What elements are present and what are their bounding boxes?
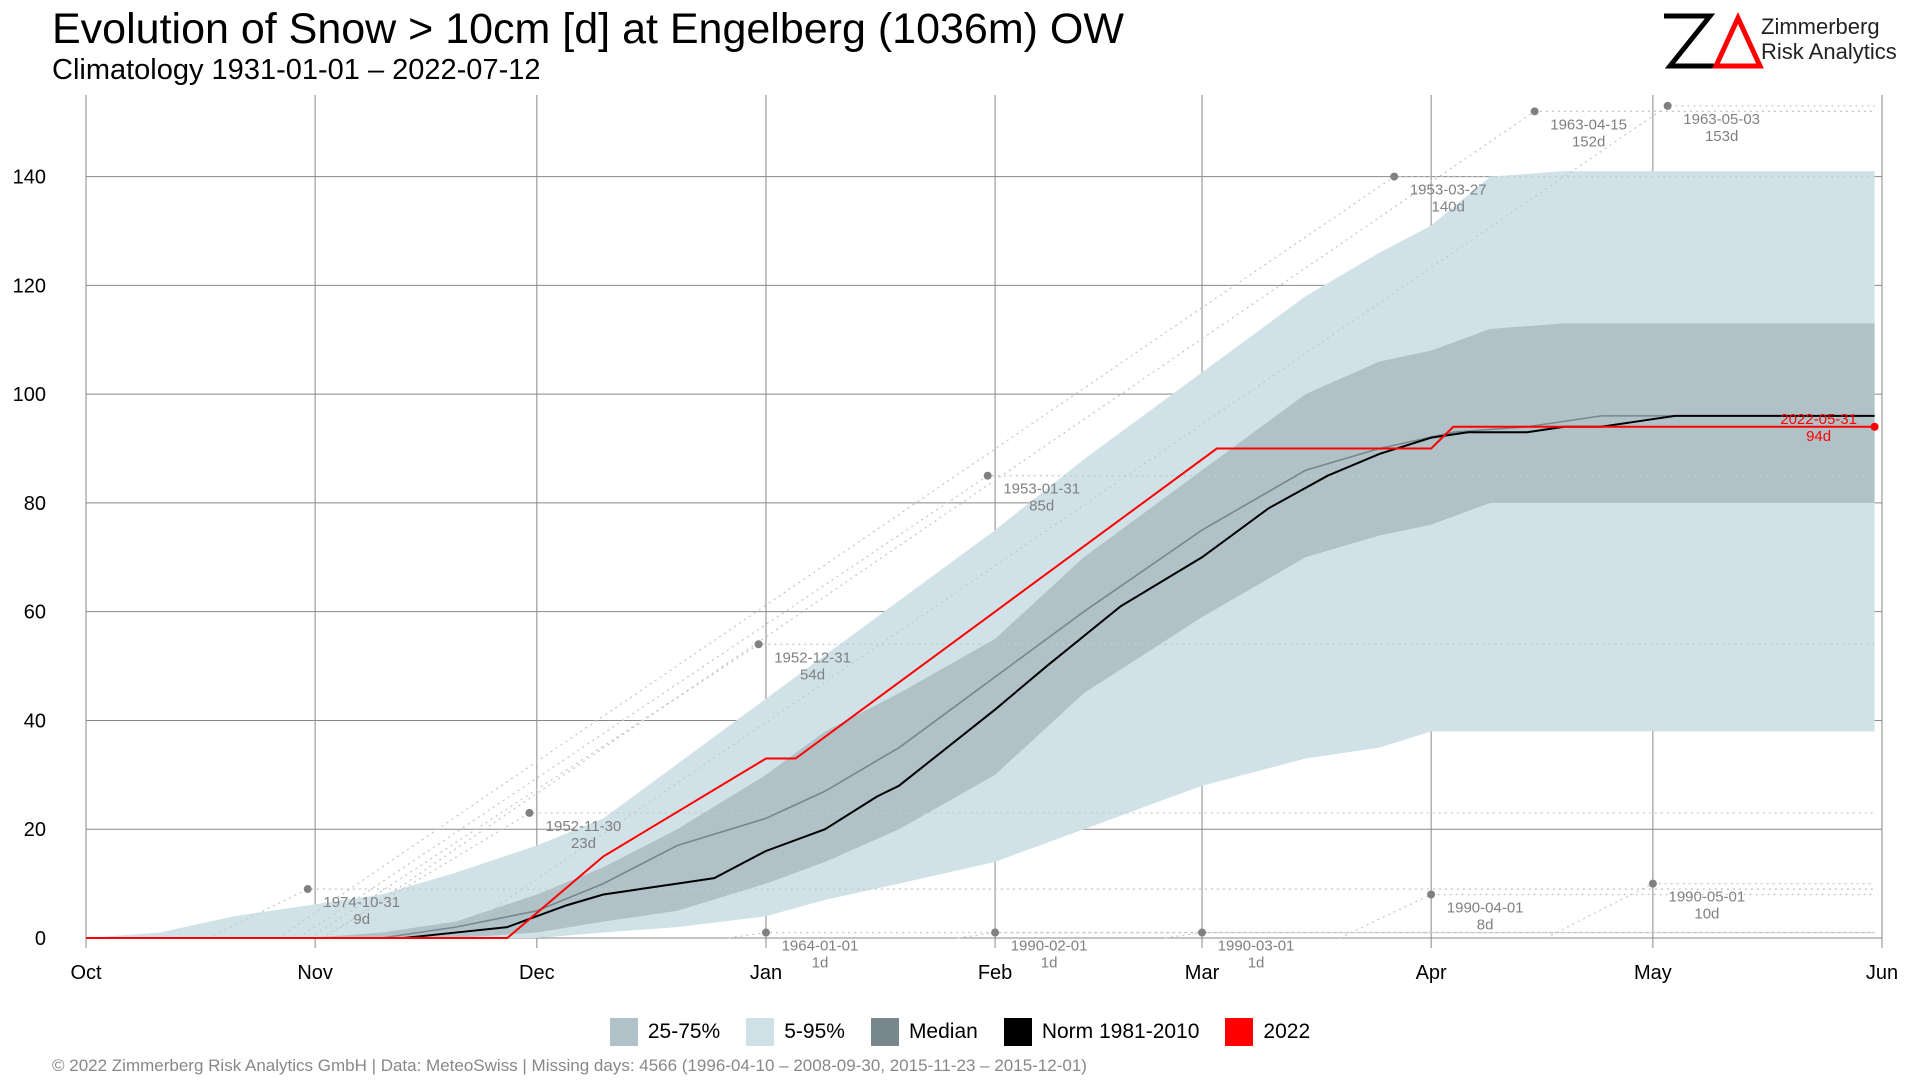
annotation-point <box>1427 890 1436 899</box>
record-line <box>728 931 1875 939</box>
y-tick-label: 60 <box>24 602 46 624</box>
y-tick-label: 80 <box>24 493 46 515</box>
x-tick-label: Nov <box>297 962 333 984</box>
annotation-date: 1953-03-27 <box>1410 182 1487 199</box>
legend-swatch-norm <box>1003 1018 1032 1046</box>
annotation-value: 23d <box>571 835 596 852</box>
x-tick-label: Oct <box>70 962 102 984</box>
annotation-value: 94d <box>1806 428 1831 445</box>
legend-item-norm: Norm 1981-2010 <box>1003 1018 1200 1046</box>
logo-line-1: Zimmerberg <box>1761 14 1880 39</box>
annotation-date: 1963-04-15 <box>1550 116 1627 133</box>
legend-label-5-95: 5-95% <box>784 1020 845 1043</box>
annotation-value: 153d <box>1705 128 1738 145</box>
y-tick-label: 100 <box>13 384 46 406</box>
annotation-point <box>991 928 1000 937</box>
x-tick-label: May <box>1634 962 1672 984</box>
x-tick-label: Dec <box>519 962 555 984</box>
legend-swatch-2022 <box>1225 1018 1254 1046</box>
x-tick-label: Jan <box>750 962 782 984</box>
annotation-value: 54d <box>800 666 825 683</box>
x-tick-label: Feb <box>978 962 1012 984</box>
legend-item-2022: 2022 <box>1225 1018 1310 1046</box>
x-tick-label: Mar <box>1185 962 1220 984</box>
annotation-point <box>754 640 763 649</box>
chart-subtitle: Climatology 1931-01-01 – 2022-07-12 <box>52 54 541 86</box>
annotation-date: 1952-11-30 <box>546 818 622 835</box>
annotation-date: 1990-05-01 <box>1669 889 1746 906</box>
legend-label-median: Median <box>908 1020 978 1043</box>
annotation-value: 1d <box>1041 955 1058 972</box>
annotation-point <box>1648 879 1657 888</box>
legend-item-5-95: 5-95% <box>746 1018 845 1046</box>
y-tick-label: 20 <box>24 819 46 841</box>
annotation-value: 152d <box>1572 133 1605 150</box>
y-tick-label: 140 <box>13 167 46 189</box>
annotation-value: 1d <box>812 955 829 972</box>
logo-icon <box>1664 11 1764 69</box>
logo-text: Zimmerberg Risk Analytics <box>1761 14 1897 64</box>
axis-labels: 0 20 40 60 80 100 120 140 Oct Nov Dec Jan Feb Mar Apr M… <box>13 167 1899 984</box>
y-tick-label: 40 <box>24 710 46 732</box>
annotation-point <box>1870 422 1879 431</box>
annotation-value: 8d <box>1477 916 1494 933</box>
annotation-point <box>1663 101 1672 110</box>
legend-swatch-25-75 <box>609 1018 638 1046</box>
legend: 25-75% 5-95% Median Norm 1981-2010 2022 <box>0 1018 1920 1046</box>
annotation-date: 1952-12-31 <box>774 649 851 666</box>
series-line-2022 <box>86 425 1875 939</box>
record-line <box>208 888 1875 939</box>
annotation-point <box>1390 172 1399 181</box>
annotation-point <box>1530 107 1539 116</box>
annotation-date: 1963-05-03 <box>1683 111 1760 128</box>
legend-swatch-median <box>870 1018 899 1046</box>
record-line <box>1339 893 1875 939</box>
logo-line-2: Risk Analytics <box>1761 39 1897 64</box>
record-line <box>957 931 1875 939</box>
annotation-value: 140d <box>1432 199 1465 216</box>
annotation-date: 1964-01-01 <box>782 938 859 955</box>
x-tick-label: Jun <box>1866 962 1898 984</box>
annotation-date: 2022-05-31 <box>1780 411 1857 428</box>
annotation-date: 1974-10-31 <box>323 894 400 911</box>
annotation-date: 1990-04-01 <box>1447 899 1524 916</box>
annotation-date: 1953-01-31 <box>1003 481 1080 498</box>
legend-swatch-5-95 <box>746 1018 775 1046</box>
x-tick-label: Apr <box>1416 962 1447 984</box>
annotation-point <box>525 808 534 817</box>
annotation-point <box>1198 928 1207 937</box>
footer-credits: © 2022 Zimmerberg Risk Analytics GmbH | … <box>52 1056 1087 1075</box>
annotation-date: 1990-02-01 <box>1011 938 1088 955</box>
annotation-value: 85d <box>1029 498 1054 515</box>
legend-item-median: Median <box>870 1018 978 1046</box>
y-tick-label: 120 <box>13 275 46 297</box>
annotation-date: 1990-03-01 <box>1218 938 1295 955</box>
legend-label-2022: 2022 <box>1263 1020 1311 1043</box>
legend-label-25-75: 25-75% <box>647 1020 721 1043</box>
band-5-95 <box>86 171 1875 938</box>
bands <box>86 171 1875 939</box>
chart-title: Evolution of Snow > 10cm [d] at Engelber… <box>52 5 1124 53</box>
legend-label-norm: Norm 1981-2010 <box>1041 1020 1200 1043</box>
y-tick-label: 0 <box>35 928 46 950</box>
series <box>86 414 1875 939</box>
annotation-value: 10d <box>1694 906 1719 923</box>
annotation-point <box>303 885 312 894</box>
annotation-value: 9d <box>353 911 370 928</box>
annotation-value: 1d <box>1248 955 1265 972</box>
band-25-75 <box>86 323 1875 939</box>
annotation-point <box>983 471 992 480</box>
legend-item-25-75: 25-75% <box>609 1018 721 1046</box>
annotation-point <box>761 928 770 937</box>
